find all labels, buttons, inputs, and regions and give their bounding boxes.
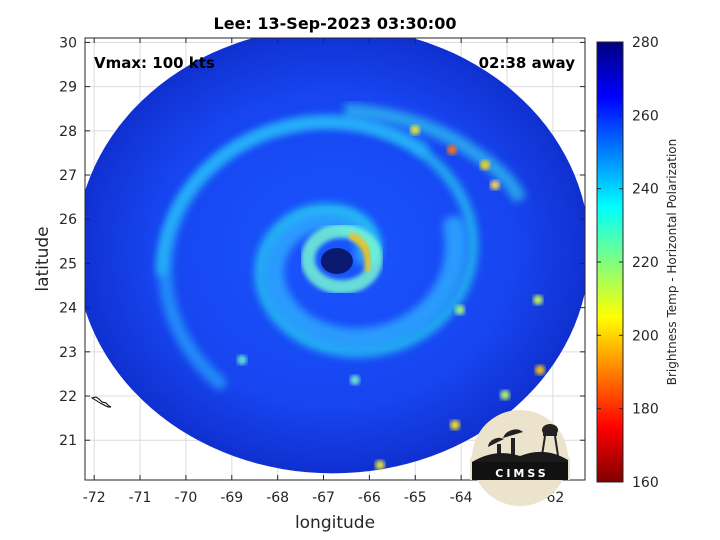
cb-tick-label-2: 200 [632,328,659,344]
y-axis-label: latitude [33,226,53,291]
y-tick-label-8: 29 [59,80,77,96]
x-tick-label-4: -68 [266,490,289,506]
convective-cell-10 [237,355,247,365]
eyewall [300,224,383,294]
colorbar: 160 180 200 220 240 260 280 Brightness Temp - … [596,35,679,491]
convective-cell-9 [500,390,510,400]
convective-cell-6 [450,420,460,430]
y-tick-label-4: 25 [59,256,77,272]
y-tick-label-1: 22 [59,389,77,405]
y-tick-label-0: 21 [59,433,77,449]
convective-cell-7 [375,460,385,470]
convective-cell-11 [350,375,360,385]
x-tick-label-1: -71 [129,490,152,506]
eyewall-warm-segment [348,231,372,272]
x-tick-label-5: -67 [312,490,335,506]
y-axis: 21 22 23 24 25 26 27 28 29 30 [59,35,585,449]
rainband-northeast [344,103,527,203]
y-tick-label-6: 27 [59,168,77,184]
convective-cell-2 [490,180,500,190]
time-offset-annotation: 02:38 away [479,54,576,72]
y-tick-label-7: 28 [59,124,77,140]
y-tick-label-9: 30 [59,35,77,51]
spiral-band-outer [158,114,430,390]
y-tick-label-5: 26 [59,212,77,228]
storm-structure [156,103,545,470]
x-tick-label-7: -65 [404,490,427,506]
x-axis: -72-71-70-69-68-67-66-65-64-63-62 [83,38,564,506]
convective-cell-5 [533,295,543,305]
cb-tick-label-4: 240 [632,182,659,198]
island-outline [90,396,112,408]
colorbar-ticks: 160 180 200 220 240 260 280 [597,35,659,491]
colorbar-ramp [596,41,624,483]
vmax-annotation: Vmax: 100 kts [94,54,215,72]
y-tick-label-2: 23 [59,345,77,361]
convective-cell-4 [535,365,545,375]
convective-cell-1 [480,160,490,170]
convective-cell-3 [410,125,420,135]
cb-tick-label-6: 280 [632,35,659,51]
cb-tick-label-1: 180 [632,402,659,418]
x-tick-label-0: -72 [83,490,106,506]
x-tick-label-2: -70 [174,490,197,506]
storm-eye [320,248,353,274]
x-tick-label-3: -69 [220,490,243,506]
x-axis-label: longitude [295,513,375,533]
chart-title: Lee: 13-Sep-2023 03:30:00 [214,14,457,33]
convective-cell-8 [455,305,465,315]
colorbar-label: Brightness Temp - Horizontal Polarizatio… [665,139,679,386]
y-tick-label-3: 24 [59,301,77,317]
cb-tick-label-5: 260 [632,108,659,124]
x-tick-label-8: -64 [450,490,473,506]
cb-tick-label-3: 220 [632,255,659,271]
cb-tick-label-0: 160 [632,475,659,491]
convective-cell-0 [447,145,457,155]
plot-frame [84,37,586,481]
cimss-logo: CIMSS [470,410,570,506]
cimss-logo-text: CIMSS [495,467,548,480]
x-tick-label-6: -66 [358,490,381,506]
